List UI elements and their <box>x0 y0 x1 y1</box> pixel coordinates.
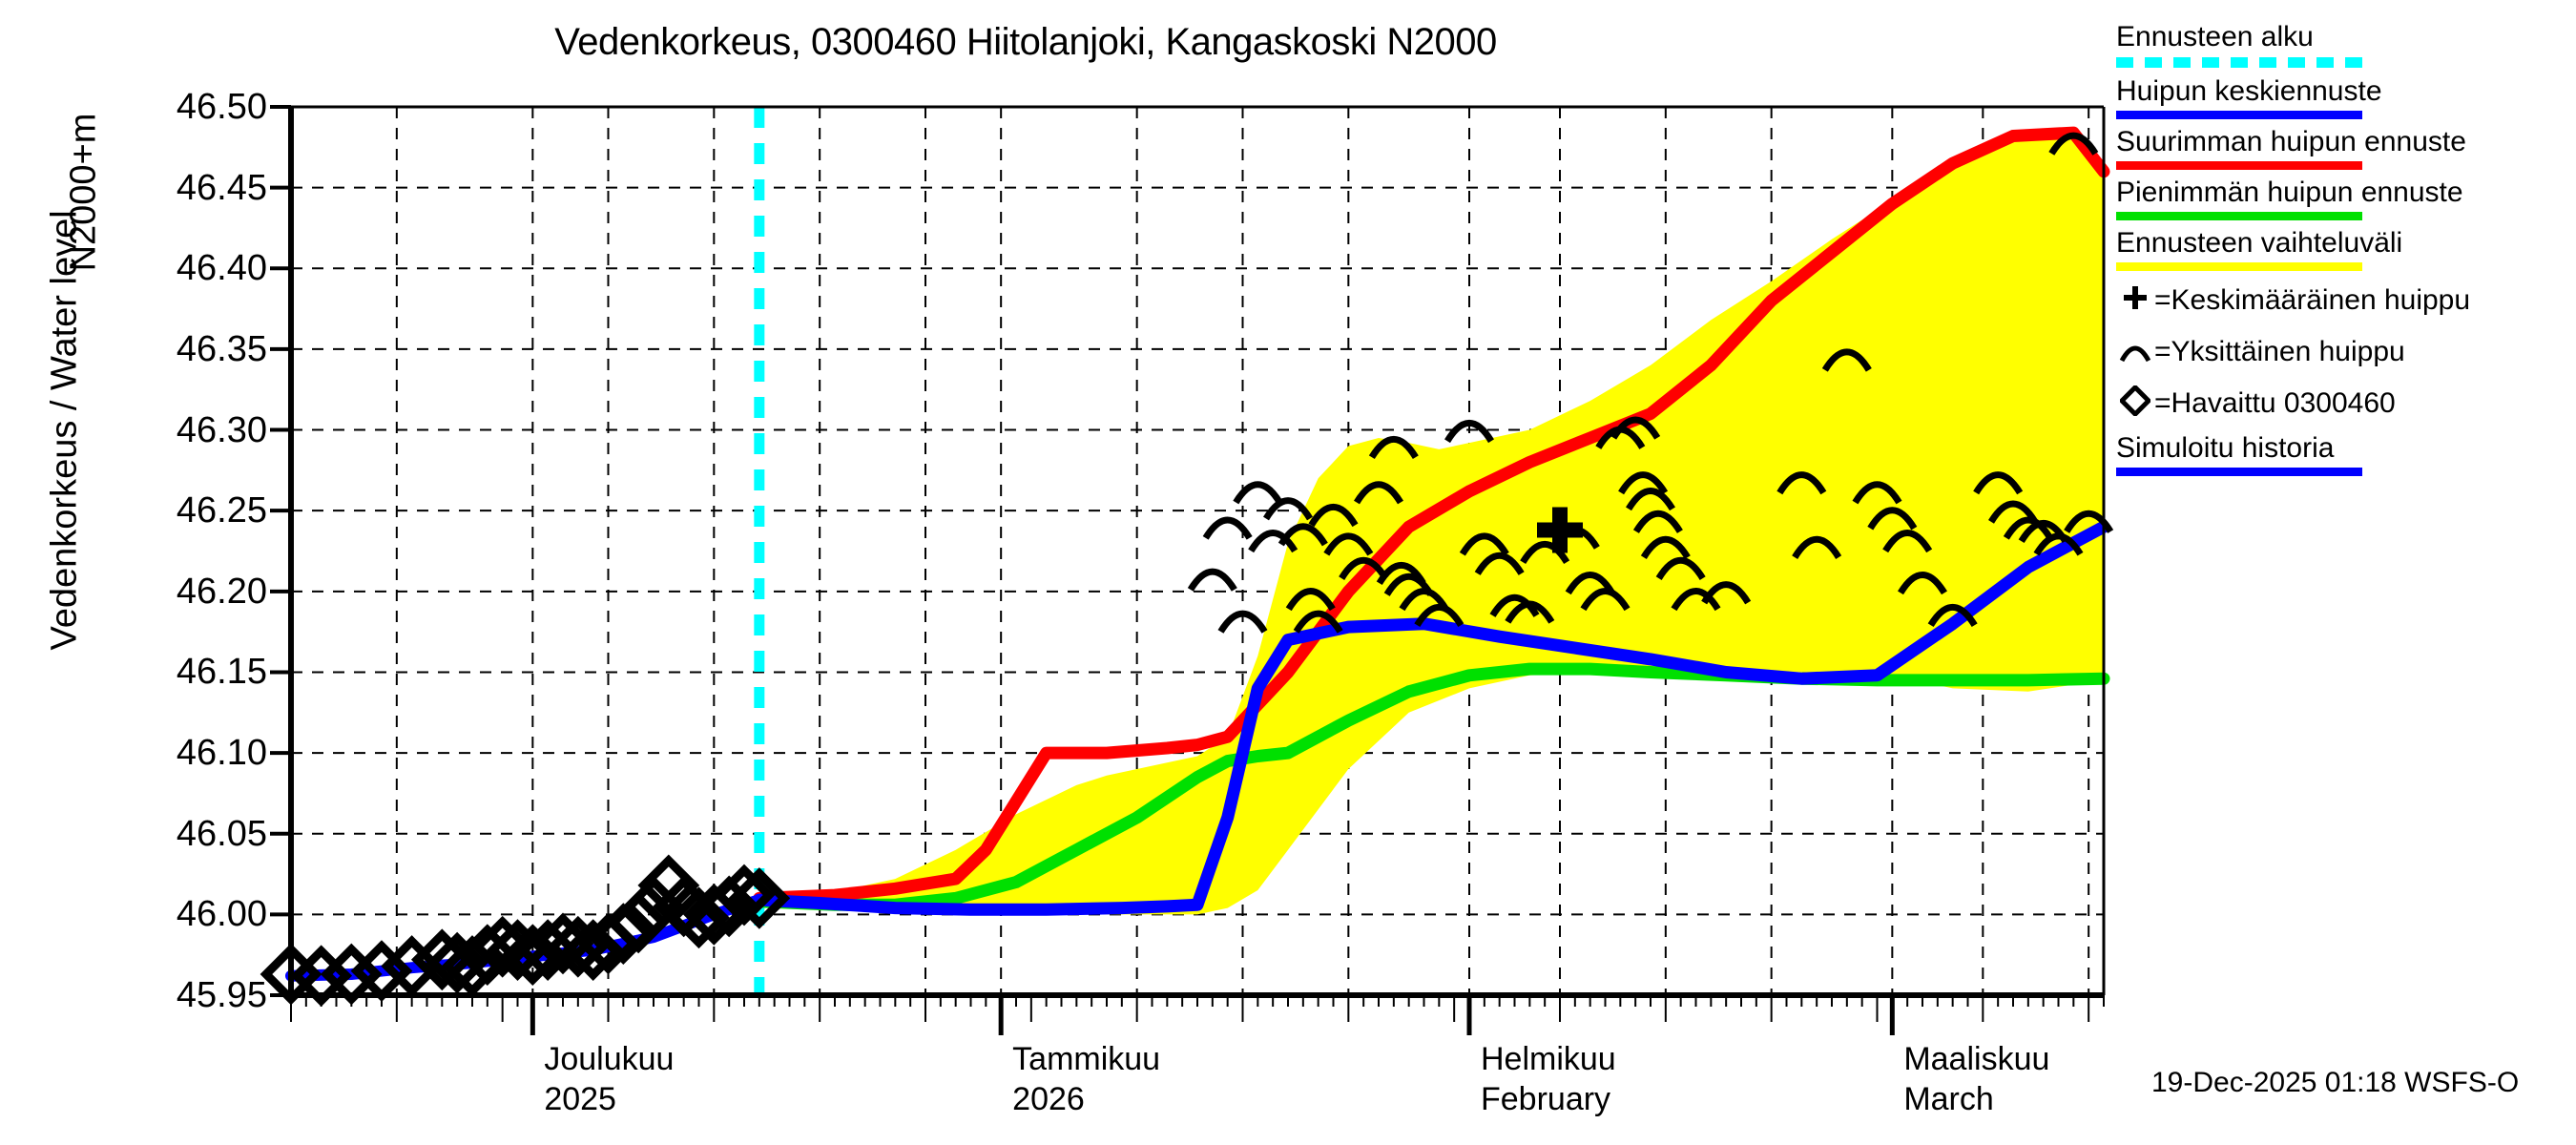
legend-label-simulated-history: Simuloitu historia <box>2116 432 2335 464</box>
simulated-history-swatch <box>2116 468 2362 476</box>
legend-label-observed-marker: =Havaittu 0300460 <box>2154 387 2396 419</box>
x-axis-month-sublabel: 2025 <box>544 1081 616 1117</box>
max-peak-swatch <box>2116 161 2362 170</box>
y-axis-tick-label: 46.15 <box>176 652 267 693</box>
legend-label-mean-peak-marker: =Keskimääräinen huippu <box>2154 284 2471 316</box>
y-axis-tick-label: 46.00 <box>176 894 267 935</box>
y-axis-tick-label: 46.35 <box>176 328 267 369</box>
x-axis-month-sublabel: February <box>1481 1081 1611 1117</box>
y-axis-ticks: 46.50 46.45 46.40 46.35 46.30 46.25 46.20 46.15… <box>24 0 267 1145</box>
legend-label-min-peak: Pienimmän huipun ennuste <box>2116 177 2463 208</box>
legend-item-mean-peak: Huipun keskiennuste <box>2116 77 2576 119</box>
y-axis-tick-label: 46.25 <box>176 490 267 531</box>
plus-icon <box>2116 283 2154 318</box>
legend-item-mean-peak-marker: =Keskimääräinen huippu <box>2116 280 2576 322</box>
legend-label-single-peak-marker: =Yksittäinen huippu <box>2154 336 2405 367</box>
y-axis-tick-label: 46.40 <box>176 248 267 289</box>
footer-timestamp: 19-Dec-2025 01:18 WSFS-O <box>2151 1067 2520 1098</box>
legend-item-observed-marker: =Havaittu 0300460 <box>2116 383 2576 425</box>
range-band-swatch <box>2116 262 2362 271</box>
x-axis-month-label: Joulukuu <box>544 1041 675 1077</box>
legend-label-max-peak: Suurimman huipun ennuste <box>2116 126 2466 157</box>
legend-label-mean-peak: Huipun keskiennuste <box>2116 75 2382 107</box>
legend-label-forecast-start: Ennusteen alku <box>2116 21 2314 52</box>
diamond-icon <box>2116 384 2154 422</box>
chart-legend: Ennusteen alku Huipun keskiennuste Suuri… <box>2116 23 2576 485</box>
y-axis-tick-label: 45.95 <box>176 975 267 1015</box>
x-axis-month-sublabel: 2026 <box>1012 1081 1085 1117</box>
legend-item-simulated-history: Simuloitu historia <box>2116 434 2576 476</box>
arc-icon <box>2116 336 2154 368</box>
x-axis-month-label: Maaliskuu <box>1903 1041 2050 1077</box>
mean-peak-swatch <box>2116 111 2362 119</box>
y-axis-tick-label: 46.05 <box>176 813 267 854</box>
forecast-start-swatch <box>2116 57 2362 68</box>
x-axis-month-label: Tammikuu <box>1012 1041 1161 1077</box>
legend-item-forecast-start: Ennusteen alku <box>2116 23 2576 68</box>
x-axis-month-label: Helmikuu <box>1481 1041 1616 1077</box>
legend-item-single-peak-marker: =Yksittäinen huippu <box>2116 331 2576 373</box>
legend-label-range: Ennusteen vaihteluväli <box>2116 227 2403 259</box>
y-axis-tick-label: 46.10 <box>176 733 267 774</box>
x-axis-month-sublabel: March <box>1903 1081 1994 1117</box>
legend-item-min-peak: Pienimmän huipun ennuste <box>2116 178 2576 220</box>
y-axis-tick-label: 46.50 <box>176 87 267 127</box>
y-axis-tick-label: 46.45 <box>176 167 267 208</box>
y-axis-tick-label: 46.30 <box>176 409 267 450</box>
y-axis-tick-label: 46.20 <box>176 571 267 612</box>
legend-item-max-peak: Suurimman huipun ennuste <box>2116 128 2576 170</box>
min-peak-swatch <box>2116 212 2362 220</box>
legend-item-range: Ennusteen vaihteluväli <box>2116 229 2576 271</box>
page-title: Vedenkorkeus, 0300460 Hiitolanjoki, Kang… <box>554 21 1497 63</box>
